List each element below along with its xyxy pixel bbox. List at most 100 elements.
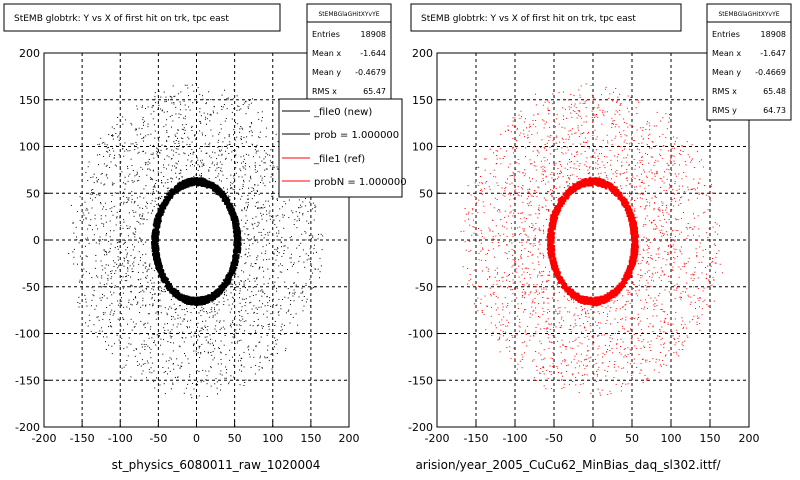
ring-point <box>171 292 174 295</box>
ring-point <box>214 290 217 293</box>
halo-point <box>142 119 144 121</box>
halo-point <box>166 141 168 142</box>
ring-point <box>234 267 237 270</box>
halo-point <box>231 104 233 105</box>
halo-point <box>157 148 159 150</box>
ring-point <box>238 228 241 231</box>
ring-point <box>195 296 198 299</box>
halo-point <box>107 279 109 281</box>
halo-point <box>263 283 265 285</box>
halo-point <box>293 264 294 265</box>
halo-point <box>191 149 193 150</box>
halo-point <box>128 199 130 201</box>
halo-point <box>155 318 157 320</box>
halo-point <box>148 337 150 339</box>
halo-point <box>242 186 244 188</box>
halo-point <box>103 336 104 338</box>
halo-point <box>170 388 172 390</box>
halo-point <box>179 169 181 171</box>
halo-point <box>112 314 114 316</box>
halo-point <box>173 141 175 143</box>
halo-point <box>99 194 101 196</box>
halo-point <box>254 330 256 332</box>
halo-point <box>123 329 124 331</box>
halo-point <box>94 308 96 310</box>
halo-point <box>104 267 106 269</box>
halo-point <box>233 177 235 179</box>
halo-point <box>249 255 251 257</box>
halo-point <box>230 181 232 183</box>
halo-point <box>104 183 106 185</box>
halo-point <box>103 249 105 251</box>
halo-point <box>283 253 285 254</box>
halo-point <box>125 256 127 258</box>
halo-point <box>206 329 208 331</box>
halo-point <box>248 104 250 106</box>
halo-point <box>99 282 101 284</box>
halo-point <box>215 304 217 306</box>
halo-point <box>299 212 301 214</box>
y-tick-label: -100 <box>15 328 40 341</box>
halo-point <box>239 283 241 285</box>
halo-point <box>139 207 141 209</box>
halo-point <box>202 95 203 97</box>
halo-point <box>200 352 202 353</box>
halo-point <box>151 282 153 284</box>
halo-point <box>178 113 180 115</box>
halo-point <box>296 227 298 229</box>
ring-point <box>232 224 235 227</box>
halo-point <box>118 154 120 156</box>
halo-point <box>150 177 152 179</box>
halo-point <box>210 338 212 340</box>
halo-point <box>174 143 176 144</box>
ring-point <box>192 182 196 185</box>
halo-point <box>267 200 269 202</box>
halo-point <box>156 150 158 152</box>
halo-point <box>85 238 87 240</box>
halo-point <box>276 226 278 228</box>
halo-point <box>241 176 243 178</box>
ring-point <box>181 296 184 299</box>
halo-point <box>132 143 134 145</box>
halo-point <box>173 103 175 105</box>
halo-point <box>213 106 215 108</box>
halo-point <box>187 320 188 322</box>
halo-point <box>271 168 273 170</box>
halo-point <box>223 320 225 322</box>
ring-point <box>156 259 159 262</box>
halo-point <box>164 182 166 184</box>
halo-point <box>199 310 201 312</box>
halo-point <box>85 209 87 211</box>
halo-point <box>147 126 149 128</box>
halo-point <box>215 169 217 171</box>
ring-point <box>154 240 157 243</box>
halo-point <box>306 259 308 261</box>
halo-point <box>182 320 184 322</box>
halo-point <box>171 181 172 183</box>
halo-point <box>221 291 223 293</box>
ring-point <box>153 223 156 226</box>
halo-point <box>116 216 118 218</box>
halo-point <box>267 349 269 351</box>
halo-point <box>104 254 105 256</box>
halo-point <box>221 94 223 96</box>
halo-point <box>134 246 135 248</box>
ring-point <box>230 216 233 219</box>
halo-point <box>115 133 117 134</box>
halo-point <box>199 93 201 95</box>
halo-point <box>94 218 96 220</box>
halo-point <box>275 181 276 183</box>
halo-point <box>253 312 255 314</box>
ring-point <box>185 178 189 181</box>
halo-point <box>239 288 241 290</box>
halo-point <box>165 371 167 372</box>
halo-point <box>245 379 247 381</box>
halo-point <box>263 158 265 160</box>
halo-point <box>109 149 110 151</box>
halo-point <box>147 106 149 108</box>
halo-point <box>127 235 129 237</box>
ring-point <box>153 248 156 251</box>
halo-point <box>189 326 190 328</box>
halo-point <box>121 337 123 339</box>
halo-point <box>271 193 273 195</box>
